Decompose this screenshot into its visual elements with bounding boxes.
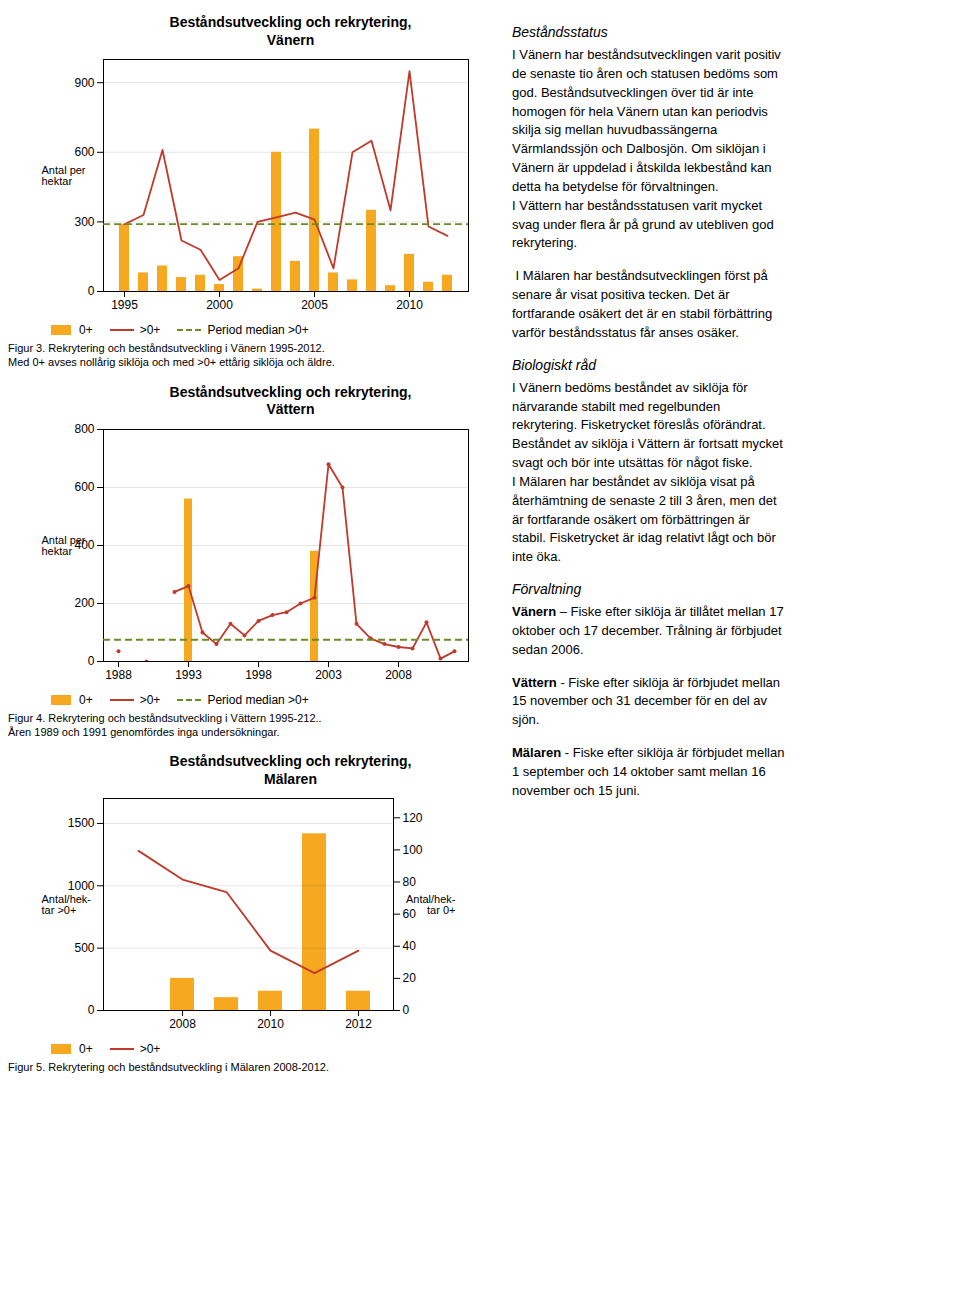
svg-text:2008: 2008: [385, 668, 412, 682]
svg-text:40: 40: [403, 939, 417, 953]
svg-text:200: 200: [74, 596, 94, 610]
svg-text:1000: 1000: [68, 879, 95, 893]
svg-text:600: 600: [74, 145, 94, 159]
html-text:Biologiskt råd: Biologiskt råd: [512, 356, 596, 373]
svg-text:80: 80: [403, 875, 417, 889]
svg-text:1993: 1993: [175, 668, 202, 682]
html-text:Beståndsutveckling och rekryte: Beståndsutveckling och rekrytering, Väne…: [169, 14, 412, 48]
svg-text:2010: 2010: [257, 1017, 284, 1031]
svg-text:2005: 2005: [301, 298, 328, 312]
svg-text:120: 120: [403, 811, 423, 825]
svg-text:20: 20: [403, 971, 417, 985]
svg-text:0: 0: [88, 1004, 95, 1018]
html-text:>0+: >0+: [139, 1042, 161, 1057]
svg-text:60: 60: [403, 907, 417, 921]
svg-text:300: 300: [74, 215, 94, 229]
svg-text:800: 800: [74, 422, 94, 436]
html-text:0+: 0+: [79, 1042, 93, 1057]
html-text:Vättern - Fiske efter siklöja: Vättern - Fiske efter siklöja är förbjud…: [512, 674, 781, 728]
svg-text:2012: 2012: [345, 1017, 372, 1031]
svg-text:100: 100: [403, 843, 423, 857]
svg-text:1500: 1500: [68, 816, 95, 830]
html-text:>0+: >0+: [139, 323, 161, 337]
svg-text:2000: 2000: [206, 298, 233, 312]
html-text:Beståndsstatus: Beståndsstatus: [512, 24, 608, 40]
svg-text:600: 600: [74, 480, 94, 494]
svg-text:1988: 1988: [105, 668, 132, 682]
html-text:I Vänern har beståndsutvecklin: I Vänern har beståndsutvecklingen varit …: [512, 47, 781, 251]
svg-text:2008: 2008: [169, 1017, 196, 1031]
svg-text:900: 900: [74, 76, 94, 90]
svg-text:2003: 2003: [315, 668, 342, 682]
svg-text:0: 0: [403, 1004, 410, 1018]
svg-text:2010: 2010: [396, 298, 423, 312]
html-text:Beståndsutveckling och rekryte: Beståndsutveckling och rekrytering, Mäla…: [169, 753, 412, 787]
svg-text:Antal perhektar: Antal perhektar: [42, 164, 86, 187]
html-text:Figur 5. Rekrytering och bestå: Figur 5. Rekrytering och beståndsutveckl…: [8, 1061, 329, 1074]
svg-text:0: 0: [88, 284, 95, 298]
svg-text:Antal perhektar: Antal perhektar: [42, 533, 86, 556]
html-text:I Vänern bedöms beståndet av s: I Vänern bedöms beståndet av siklöja för…: [512, 379, 783, 565]
html-text:Figur 3. Rekrytering och bestå: Figur 3. Rekrytering och beståndsutveckl…: [8, 342, 335, 369]
html-text:Förvaltning: Förvaltning: [512, 581, 582, 598]
html-text:Vänern – Fiske efter siklöja ä: Vänern – Fiske efter siklöja är tillåtet…: [512, 604, 784, 657]
svg-text:Antal/hek-tar 0+: Antal/hek-tar 0+: [406, 893, 456, 916]
svg-text:Antal/hek-tar >0+: Antal/hek-tar >0+: [42, 893, 92, 916]
html-text:0+: 0+: [79, 692, 93, 707]
html-text:>0+: >0+: [139, 692, 161, 707]
svg-text:500: 500: [74, 941, 94, 955]
html-text:Period median >0+: Period median >0+: [207, 323, 309, 337]
svg-text:1995: 1995: [111, 298, 138, 312]
html-text:0+: 0+: [79, 323, 93, 337]
html-text:Period median >0+: Period median >0+: [207, 692, 309, 707]
html-text:Beståndsutveckling och rekryte: Beståndsutveckling och rekrytering, Vätt…: [169, 383, 412, 418]
html-text:Mälaren - Fiske efter siklöja: Mälaren - Fiske efter siklöja är förbjud…: [512, 745, 785, 798]
svg-text:0: 0: [88, 654, 95, 668]
svg-text:1998: 1998: [245, 668, 272, 682]
html-text:I Mälaren har beståndsutveckli: I Mälaren har beståndsutvecklingen först…: [512, 268, 773, 340]
html-text:Figur 4. Rekrytering och bestå: Figur 4. Rekrytering och beståndsutveckl…: [8, 711, 322, 738]
